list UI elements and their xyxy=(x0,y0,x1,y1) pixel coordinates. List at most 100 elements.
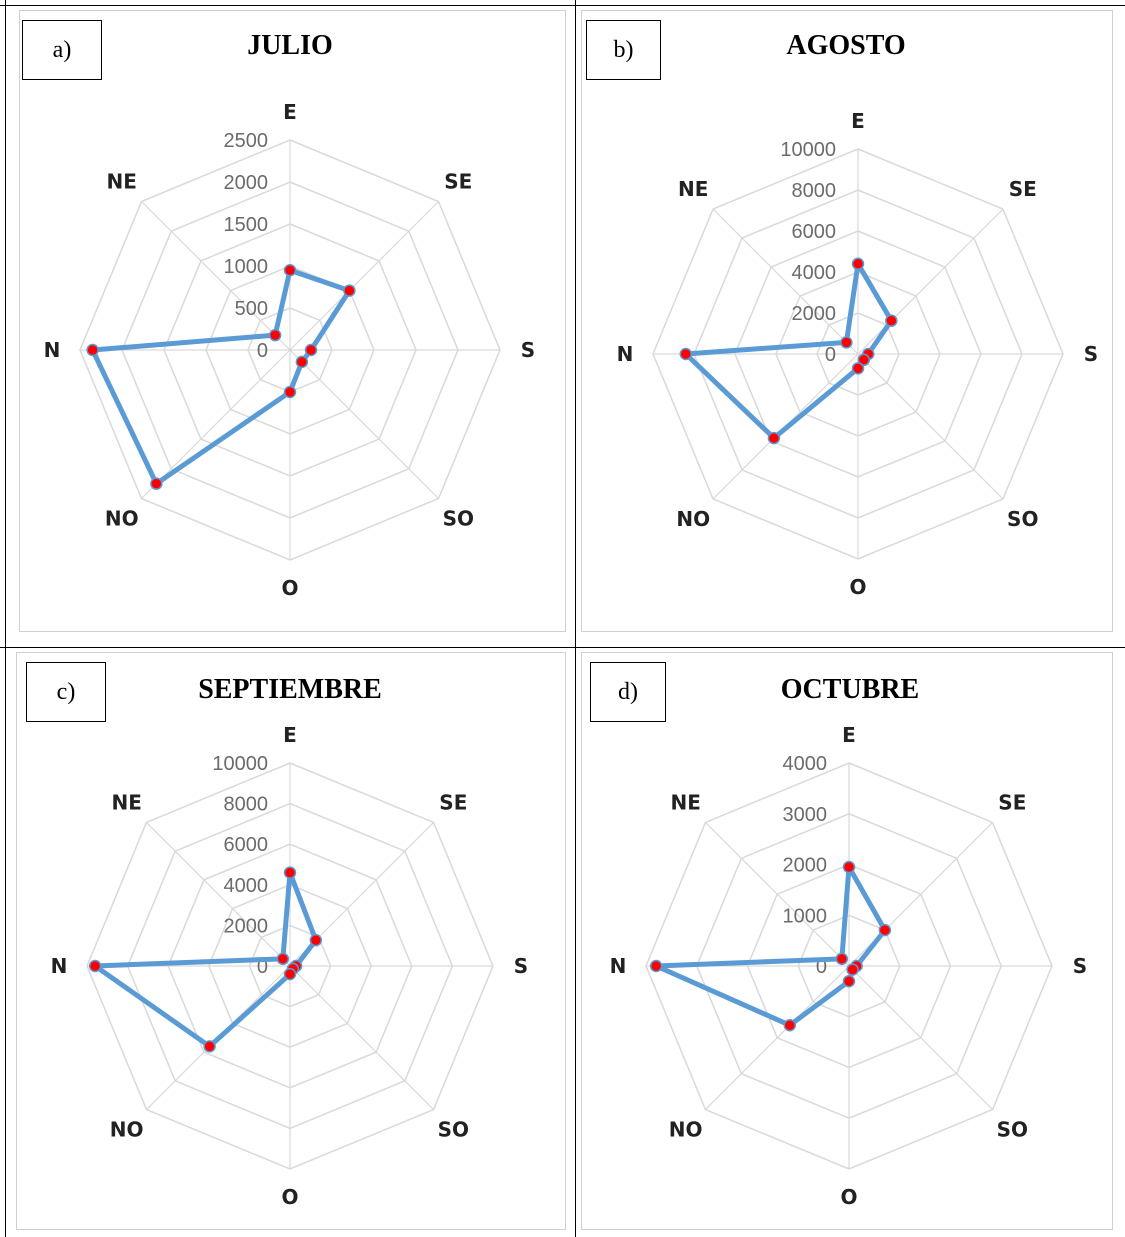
tick-label: 2500 xyxy=(224,130,269,152)
direction-label: SO xyxy=(438,1117,469,1141)
chart-cell-octubre: d) OCTUBRE 0 1000 2000 3000 4000 E SE S SO O NO N NE xyxy=(576,648,1125,1237)
grid-spoke xyxy=(289,201,439,351)
data-point xyxy=(283,385,297,399)
data-point xyxy=(86,343,99,357)
tick-label: 10000 xyxy=(780,139,836,161)
grid-spoke xyxy=(848,965,993,1110)
data-point xyxy=(840,336,853,349)
direction-label: S xyxy=(1073,954,1087,978)
chart-title: AGOSTO xyxy=(786,30,906,61)
tick-label: 1500 xyxy=(224,214,269,236)
series-line xyxy=(90,267,352,487)
tick-label: 8000 xyxy=(224,794,269,816)
grid-spoke xyxy=(705,822,850,967)
data-point xyxy=(283,866,297,879)
tick-label: 4000 xyxy=(224,875,269,897)
direction-label: N xyxy=(44,338,61,362)
direction-label: SO xyxy=(1007,507,1038,531)
direction-label: NE xyxy=(107,170,137,194)
tick-label: 0 xyxy=(257,956,268,978)
panel-label-box: d) xyxy=(590,662,666,722)
direction-label: SO xyxy=(443,506,474,530)
direction-label: SE xyxy=(439,791,467,815)
tick-label: 2000 xyxy=(792,303,837,325)
data-point xyxy=(88,959,102,973)
chart-frame xyxy=(19,10,566,632)
data-point xyxy=(835,952,849,966)
data-point xyxy=(842,974,856,988)
data-point xyxy=(276,952,290,966)
data-point xyxy=(295,355,309,369)
direction-label: SE xyxy=(444,170,472,194)
direction-label: NE xyxy=(678,177,708,201)
panel-label: b) xyxy=(613,36,634,63)
grid-spoke xyxy=(289,349,439,499)
grid-spoke xyxy=(705,965,850,1110)
direction-label: N xyxy=(617,342,634,366)
direction-label: SE xyxy=(998,791,1026,815)
tick-label: 6000 xyxy=(224,834,269,856)
panel-label: d) xyxy=(618,678,638,705)
direction-label: NO xyxy=(105,506,139,530)
grid-spoke xyxy=(289,965,434,1110)
chart-title: SEPTIEMBRE xyxy=(198,674,382,705)
data-point xyxy=(268,328,282,342)
direction-label: NE xyxy=(111,791,141,815)
tick-label: 0 xyxy=(257,340,268,362)
data-point xyxy=(878,923,892,937)
tick-label: 0 xyxy=(825,344,836,366)
panel-label-box: b) xyxy=(586,20,661,80)
direction-label: E xyxy=(842,723,856,747)
direction-label: O xyxy=(281,1185,298,1209)
data-point xyxy=(851,362,865,375)
tick-label: 3000 xyxy=(783,804,828,826)
direction-label: O xyxy=(281,576,298,600)
direction-label: E xyxy=(851,109,865,133)
table-border-row-divider xyxy=(0,647,1125,648)
grid-spoke xyxy=(141,201,291,351)
series-line xyxy=(653,864,888,1028)
tick-label: 2000 xyxy=(224,915,269,937)
direction-label: E xyxy=(283,100,297,124)
direction-label: SO xyxy=(997,1117,1028,1141)
direction-label: O xyxy=(840,1185,857,1209)
tick-label: 2000 xyxy=(783,855,828,877)
data-point xyxy=(649,959,663,973)
table-border-left xyxy=(5,0,6,1237)
panel-label: a) xyxy=(52,36,72,63)
panel-label-box: c) xyxy=(26,662,106,722)
tick-label: 4000 xyxy=(792,262,837,284)
data-point xyxy=(283,967,297,981)
tick-label: 1000 xyxy=(224,256,269,278)
direction-label: NE xyxy=(670,791,700,815)
data-point xyxy=(309,933,323,947)
tick-label: 6000 xyxy=(792,221,837,243)
data-point xyxy=(150,477,163,490)
data-point xyxy=(851,257,865,271)
tick-label: 10000 xyxy=(212,753,268,775)
data-point xyxy=(857,353,871,367)
panel-label-box: a) xyxy=(22,20,102,80)
direction-label: N xyxy=(51,954,68,978)
direction-label: NO xyxy=(676,507,710,531)
data-point xyxy=(679,347,693,361)
data-point xyxy=(767,431,781,445)
grid-spoke xyxy=(857,353,1004,500)
chart-cell-julio: a) JULIO 0 500 1000 1500 2000 2500 E SE S SO O NO N N… xyxy=(6,6,575,647)
grid-spoke xyxy=(141,349,291,499)
direction-label: S xyxy=(514,954,528,978)
data-point xyxy=(842,860,856,874)
direction-label: NO xyxy=(110,1117,144,1141)
direction-label: N xyxy=(610,954,627,978)
data-point xyxy=(783,1018,797,1032)
direction-label: NO xyxy=(669,1117,703,1141)
chart-frame xyxy=(581,652,1113,1230)
radar-chart: 0 2000 4000 6000 8000 10000 E SE S SO O NO N NE xyxy=(51,723,529,1209)
grid-spoke xyxy=(712,208,859,355)
panel-label: c) xyxy=(56,678,76,705)
data-point xyxy=(846,963,859,976)
chart-frame xyxy=(16,652,566,1230)
tick-label: 0 xyxy=(816,956,827,978)
radar-chart: 0 500 1000 1500 2000 2500 E SE S SO O NO N NE xyxy=(44,100,536,600)
table-border-top xyxy=(0,5,1125,6)
